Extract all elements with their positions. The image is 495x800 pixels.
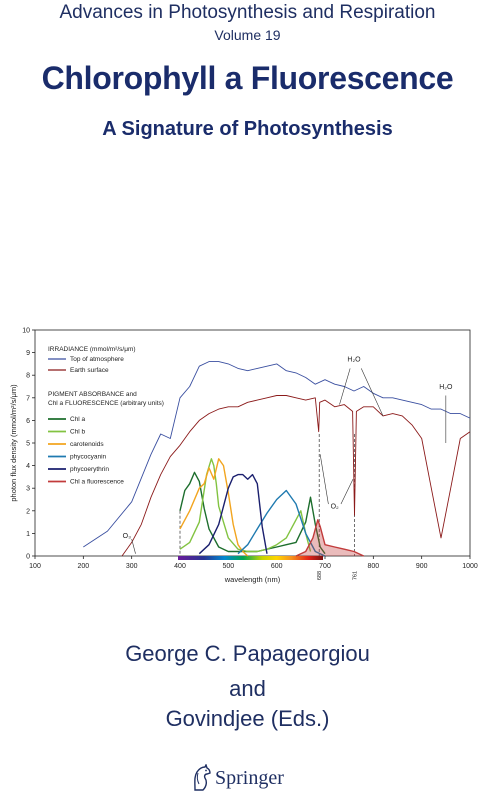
series-line-phycoerythrin <box>198 473 268 555</box>
y-axis-label: photon flux density (mmol/m²/s/μm) <box>9 384 18 502</box>
visible-spectrum-band <box>178 556 323 560</box>
y-tick-label: 3 <box>26 486 30 493</box>
legend: IRRADIANCE (mmol/m²/s/μm) Top of atmosphe… <box>48 346 164 486</box>
legend-label: Earth surface <box>70 367 109 374</box>
y-tick-label: 7 <box>26 395 30 402</box>
y-tick-label: 1 <box>26 531 30 538</box>
x-axis-label: wavelength (nm) <box>224 575 281 584</box>
series-line-chl-b <box>179 458 312 553</box>
annotation-pointer <box>319 454 329 505</box>
x-tick-label: 500 <box>222 563 234 570</box>
y-tick-label: 10 <box>22 328 30 335</box>
annotation-pointer <box>339 368 351 405</box>
y-tick-label: 5 <box>26 441 30 448</box>
author-conjunction: and <box>229 676 266 701</box>
book-title: Chlorophyll a Fluorescence <box>41 60 454 96</box>
legend-label: Top of atmosphere <box>70 356 124 363</box>
legend-header-irradiance: IRRADIANCE (mmol/m²/s/μm) <box>48 346 136 353</box>
publisher-logo: Springer <box>190 763 284 793</box>
legend-label: Chl b <box>70 429 86 436</box>
legend-header-pigment: PIGMENT ABSORBANCE and <box>48 391 137 398</box>
y-tick-label: 6 <box>26 418 30 425</box>
springer-horse-logo-icon <box>194 764 211 791</box>
x-tick-label: 900 <box>416 563 428 570</box>
y-tick-label: 2 <box>26 508 30 515</box>
legend-label: Chl a fluorescence <box>70 479 124 486</box>
x-tick-label: 300 <box>126 563 138 570</box>
publisher-name: Springer <box>215 766 284 789</box>
legend-label: carotenoids <box>70 441 104 448</box>
chart-annotation: O₂ <box>331 504 339 511</box>
series-title: Advances in Photosynthesis and Respirati… <box>59 2 436 23</box>
chart-annotation: H₂O <box>347 357 361 364</box>
chart-annotation: O₃ <box>123 533 131 540</box>
x-tick-label: 700 <box>319 563 331 570</box>
annotation-pointer <box>131 538 136 554</box>
series-layer <box>83 361 471 557</box>
series-line-top-of-atmosphere <box>83 361 471 548</box>
chart-annotation: 688 <box>317 571 323 580</box>
y-tick-label: 4 <box>26 463 30 470</box>
y-tick-label: 9 <box>26 350 30 357</box>
y-tick-label: 8 <box>26 373 30 380</box>
x-tick-label: 1000 <box>462 563 478 570</box>
legend-label: phycoerythrin <box>70 466 109 473</box>
author-name: Govindjee (Eds.) <box>165 706 330 731</box>
x-tick-label: 600 <box>271 563 283 570</box>
y-tick-label: 0 <box>26 554 30 561</box>
legend-header-fluorescence: Chl a FLUORESCENCE (arbitrary units) <box>48 400 164 407</box>
spectrum-chart: 100 200 300 400 500 600 700 800 900 1000 0 1 2 3 4 5 6 7 8… <box>9 328 478 585</box>
book-subtitle: A Signature of Photosynthesis <box>102 118 393 140</box>
volume-number: Volume 19 <box>214 27 281 43</box>
legend-label: Chl a <box>70 416 86 423</box>
legend-label: phycocyanin <box>70 454 107 461</box>
x-tick-label: 400 <box>174 563 186 570</box>
series-line-chl-a-fluorescence <box>295 519 364 557</box>
x-tick-label: 200 <box>77 563 89 570</box>
chart-annotation: H₂O <box>439 384 453 391</box>
author-name: George C. Papageorgiou <box>125 641 370 666</box>
x-tick-label: 100 <box>29 563 41 570</box>
annotation-pointer <box>360 368 384 417</box>
x-tick-label: 800 <box>367 563 379 570</box>
series-line-earth-surface <box>121 395 471 557</box>
annotation-pointer <box>340 479 354 505</box>
series-area-chl-a-fluorescence <box>296 519 364 556</box>
annotations-layer: O₃ H₂O H₂O O₂ 688 761 <box>123 357 453 581</box>
series-line-carotenoids <box>179 458 249 557</box>
series-line-chl-a <box>179 471 326 555</box>
chart-annotation: 761 <box>352 571 358 580</box>
